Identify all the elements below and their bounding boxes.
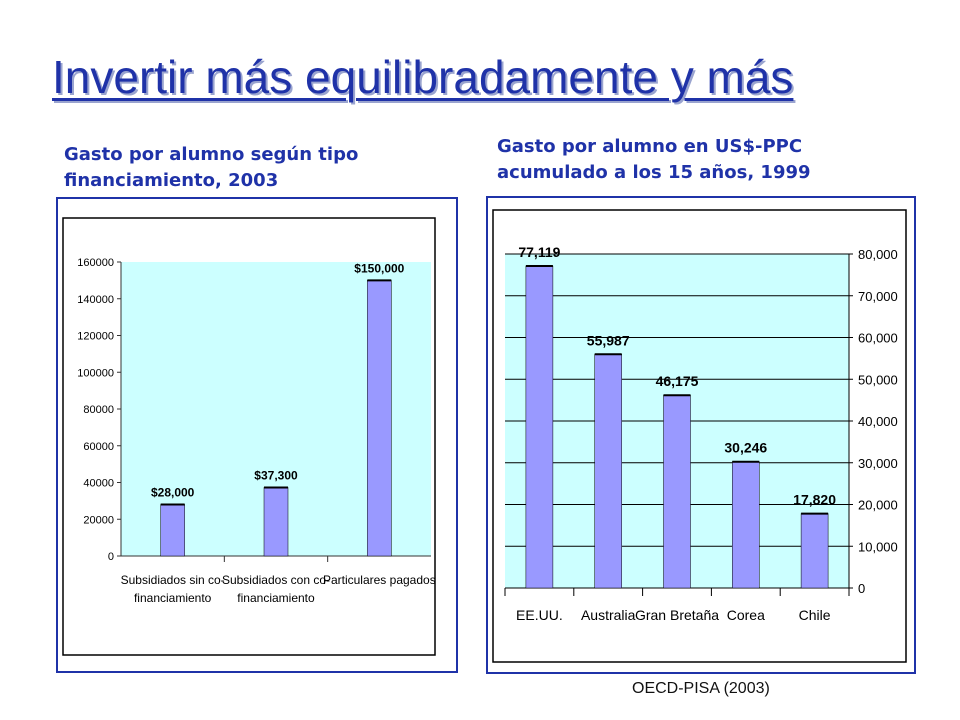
chart-1-data-label: $37,300: [254, 468, 298, 482]
chart-2-y-tick-label: 80,000: [858, 247, 898, 262]
chart-2-bar: [800, 513, 829, 589]
chart-1-y-tick-label: 20000: [83, 514, 114, 526]
chart-2-caption: Gasto por alumno en US$-PPC acumulado a …: [497, 136, 811, 183]
chart-1-data-label: $150,000: [354, 261, 404, 275]
chart-1-panel: 0 20000 40000 60000 80000 100000 120000 140000 1…: [56, 197, 458, 673]
chart-2-category-label: Australia: [581, 607, 636, 623]
chart-2-category-label: Chile: [799, 607, 831, 623]
chart-1-bar: [367, 280, 392, 557]
chart-2-data-label: 77,119: [518, 244, 560, 260]
chart-2-category-label: Gran Bretaña: [635, 607, 719, 623]
chart-2-y-tick-label: 0: [858, 581, 865, 596]
chart-2-y-tick-label: 40,000: [858, 414, 898, 429]
chart-1-y-tick-label: 80000: [83, 404, 114, 416]
chart-2-data-label: 30,246: [724, 440, 767, 456]
chart-2-y-tick-label: 70,000: [858, 289, 898, 304]
chart-1-category-label: Subsidiados sin co-: [121, 573, 225, 587]
chart-1-y-tick-label: 160000: [77, 257, 114, 269]
chart-1-y-tick-label: 60000: [83, 441, 114, 453]
chart-2-y-tick-label: 20,000: [858, 498, 898, 513]
chart-1-caption: Gasto por alumno según tipo financiamien…: [64, 144, 359, 191]
chart-2-y-tick-label: 30,000: [858, 456, 898, 471]
chart-2-svg: 0 10,000 20,000 30,000 40,000 50,000 60,000 70,…: [492, 209, 907, 663]
chart-2-bar: [663, 394, 691, 589]
chart-2-y-tick-label: 10,000: [858, 539, 898, 554]
chart-1-y-tick-label: 100000: [77, 367, 114, 379]
chart-2-y-tick-label: 50,000: [858, 372, 898, 387]
chart-1-data-label: $28,000: [151, 486, 195, 500]
source-note: OECD-PISA (2003): [632, 680, 770, 697]
chart-1-bar: [263, 487, 289, 557]
chart-1-y-tick-label: 120000: [77, 331, 114, 343]
chart-1-category-label: financiamiento: [134, 591, 212, 605]
chart-2-category-label: EE.UU.: [516, 607, 563, 623]
page-title: Invertir más equilibradamente y más: [52, 51, 794, 103]
chart-1-svg: 0 20000 40000 60000 80000 100000 120000 140000 1…: [62, 217, 436, 656]
chart-1-y-tick-label: 140000: [77, 294, 114, 306]
chart-2-category-label: Corea: [727, 607, 765, 623]
chart-2-y-tick-label: 60,000: [858, 331, 898, 346]
chart-1-category-label: financiamiento: [237, 591, 315, 605]
chart-1-y-tick-label: 0: [108, 551, 114, 563]
chart-1-bar: [160, 504, 185, 557]
chart-2-bar: [525, 265, 554, 589]
chart-2-bar: [594, 354, 622, 589]
chart-2-data-label: 55,987: [587, 332, 630, 348]
chart-2-data-label: 46,175: [656, 373, 699, 389]
chart-2-data-label: 17,820: [793, 492, 836, 508]
chart-1-category-label: Subsidiados con co-: [222, 573, 330, 587]
chart-2-bar: [732, 461, 760, 589]
chart-1-y-tick-label: 40000: [83, 478, 114, 490]
chart-2-panel: 0 10,000 20,000 30,000 40,000 50,000 60,000 70,…: [486, 196, 916, 674]
chart-1-category-label: Particulares pagados: [323, 573, 436, 587]
